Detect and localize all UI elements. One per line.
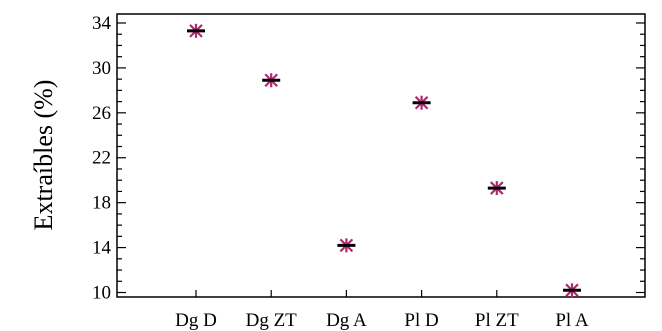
x-category-label: Dg ZT	[246, 310, 298, 331]
x-category-label: Dg A	[326, 310, 367, 331]
y-axis-tick-labels: 10 14 18 22 26 30 34	[92, 13, 112, 304]
y-tick-label: 14	[92, 238, 112, 259]
data-point-marker	[487, 181, 506, 196]
y-axis-ticks	[117, 22, 645, 297]
data-point-marker	[412, 95, 431, 110]
data-point-marker	[187, 23, 205, 38]
y-axis-label: Extraíbles (%)	[29, 80, 58, 231]
data-point-marker	[337, 238, 356, 253]
y-tick-label: 10	[92, 283, 111, 304]
plot-frame	[116, 13, 646, 298]
x-category-label: Pl D	[404, 310, 438, 331]
y-tick-label: 30	[92, 58, 111, 79]
y-tick-label: 18	[92, 193, 111, 214]
x-category-label: Pl A	[555, 310, 589, 331]
y-tick-label: 34	[92, 13, 112, 34]
x-category-label: Pl ZT	[475, 310, 519, 331]
x-axis-category-labels: Dg D Dg ZT Dg A Pl D Pl ZT Pl A	[175, 310, 589, 331]
y-tick-label: 22	[92, 148, 111, 169]
x-category-label: Dg D	[175, 310, 217, 331]
data-point-marker	[563, 283, 581, 298]
data-markers	[187, 23, 581, 298]
data-point-marker	[262, 73, 281, 88]
y-tick-label: 26	[92, 103, 111, 124]
